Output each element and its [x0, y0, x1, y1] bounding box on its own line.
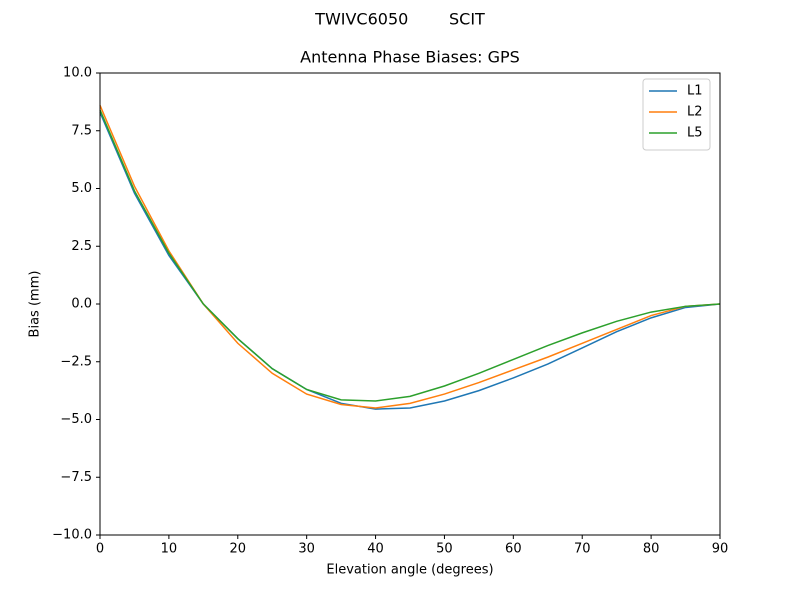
y-tick-label: 2.5: [71, 239, 92, 254]
y-tick-label: 10.0: [63, 66, 92, 81]
y-tick-label: 0.0: [71, 297, 92, 312]
legend-label: L5: [687, 126, 703, 141]
y-axis-label: Bias (mm): [28, 271, 43, 338]
x-tick-label: 50: [436, 542, 453, 557]
legend: L1 L2 L5: [642, 78, 711, 151]
x-tick-label: 60: [505, 542, 522, 557]
plot-frame: [99, 72, 721, 536]
x-tick-label: 10: [161, 542, 178, 557]
legend-label: L1: [687, 84, 703, 99]
legend-label: L2: [687, 105, 703, 120]
x-tick-label: 40: [367, 542, 384, 557]
series-line: [99, 109, 721, 402]
series-line: [99, 105, 721, 409]
y-tick-label: 7.5: [71, 123, 92, 138]
y-tick-label: −10.0: [52, 528, 92, 543]
x-tick-label: 70: [574, 542, 591, 557]
y-tick-label: −7.5: [60, 470, 92, 485]
x-tick-label: 0: [96, 542, 104, 557]
y-tick-label: 5.0: [71, 181, 92, 196]
x-tick-label: 30: [298, 542, 315, 557]
series-line: [99, 111, 721, 410]
x-tick-label: 90: [712, 542, 729, 557]
y-tick-label: −2.5: [60, 354, 92, 369]
x-tick-label: 80: [643, 542, 660, 557]
chart-title: Antenna Phase Biases: GPS: [300, 48, 520, 67]
x-axis-label: Elevation angle (degrees): [326, 563, 493, 578]
x-tick-label: 20: [230, 542, 247, 557]
y-tick-label: −5.0: [60, 412, 92, 427]
suptitle: TWIVC6050 SCIT: [314, 10, 485, 29]
